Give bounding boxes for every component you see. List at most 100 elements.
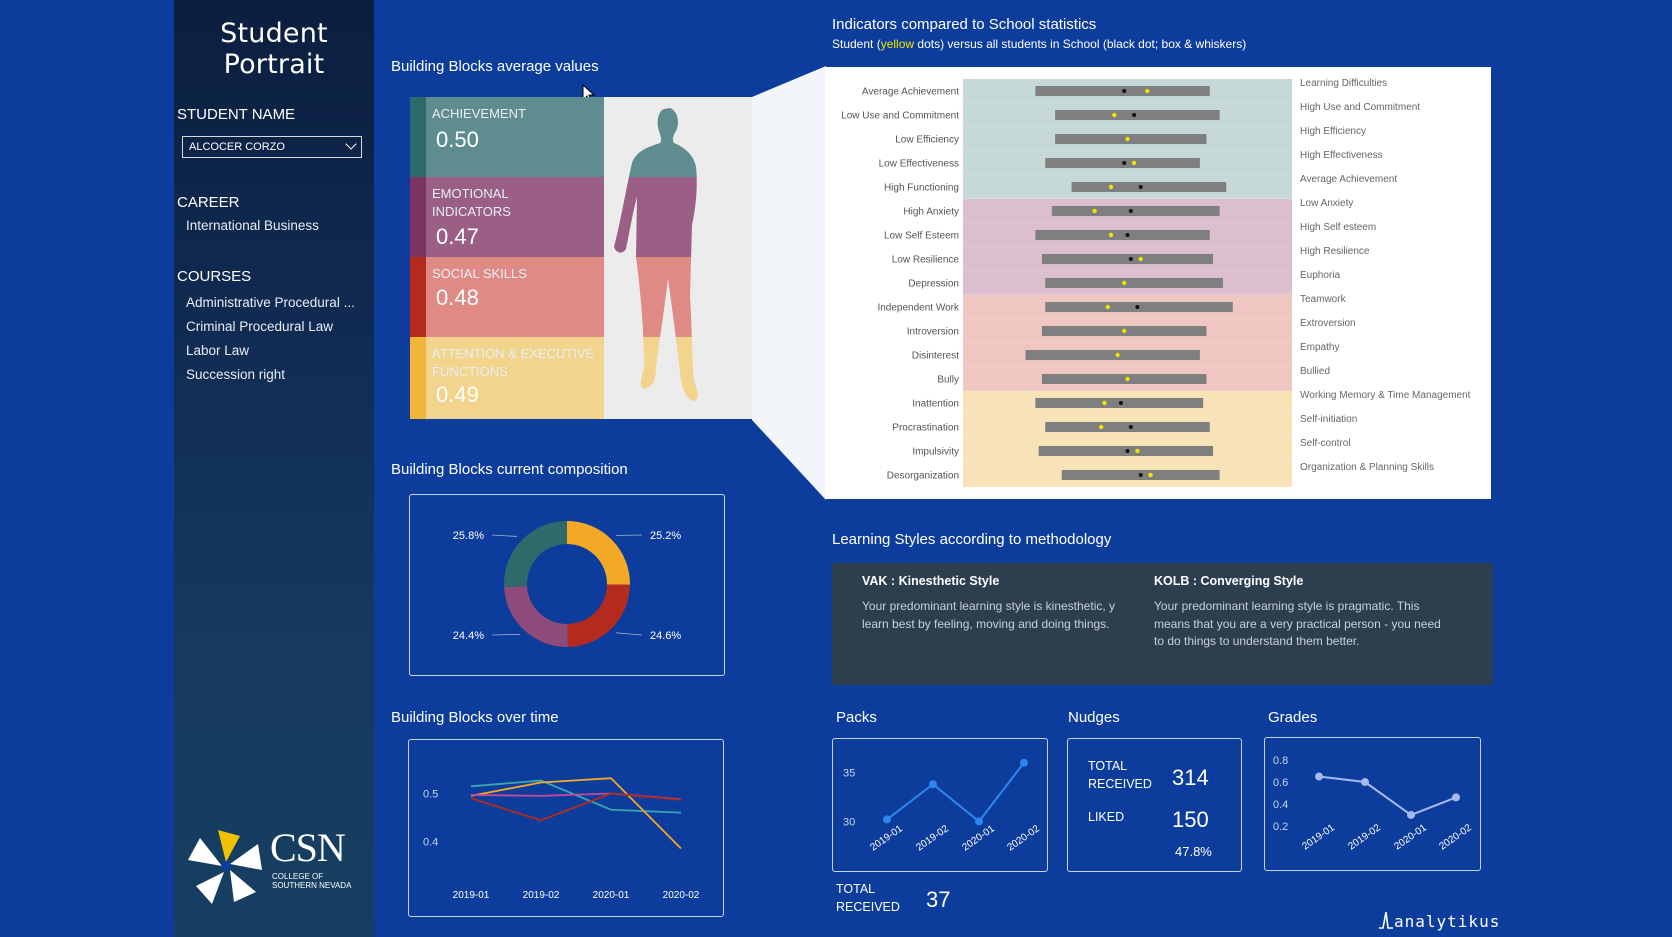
data-point [929, 780, 937, 789]
left-label: Desorganization [887, 471, 959, 482]
course-item[interactable]: Administrative Procedural ... [186, 295, 355, 310]
block-value: 0.50 [436, 127, 479, 152]
student-name-dropdown[interactable]: ALCOCER CORZO [182, 136, 362, 158]
logo-subtext: SOUTHERN NEVADA [272, 881, 352, 890]
packs-total-label: TOTAL RECEIVED [836, 882, 900, 914]
vak-title: VAK : Kinesthetic Style [862, 574, 1000, 588]
y-tick-label: 0.4 [423, 836, 438, 848]
left-label: Inattention [912, 399, 959, 410]
course-item[interactable]: Criminal Procedural Law [186, 319, 334, 334]
over-time-line-chart: 0.5 0.4 2019-01 2019-02 2020-01 2020-02 [423, 777, 700, 901]
block-social-skills[interactable]: SOCIAL SKILLS 0.48 [410, 257, 604, 337]
block-value: 0.48 [436, 285, 479, 310]
x-tick-label: 2020-01 [1392, 822, 1429, 852]
student-dot [1125, 376, 1130, 382]
median-dot [1128, 257, 1133, 261]
x-tick-label: 2020-02 [663, 890, 700, 901]
packs-card: 35 30 2019-01 2019-02 2020-01 2020-02 [832, 738, 1048, 872]
box [1035, 230, 1210, 240]
composition-card: 25.2% 24.6% 24.4% 25.8% [409, 494, 725, 676]
logo-subtext: COLLEGE OF [272, 872, 324, 881]
boxplot-panel: Average Achievement Learning Difficulties… [825, 67, 1491, 499]
learning-title: Learning Styles according to methodology [832, 531, 1112, 548]
data-point [1315, 772, 1323, 781]
donut-slice [567, 584, 630, 647]
csn-flower-icon [188, 830, 262, 904]
packs-line-chart: 35 30 2019-01 2019-02 2020-01 2020-02 [843, 758, 1042, 853]
right-label: Learning Difficulties [1300, 78, 1387, 89]
left-label: Low Effectiveness [879, 159, 959, 170]
median-dot [1132, 113, 1137, 117]
over-time-title: Building Blocks over time [391, 709, 559, 726]
student-silhouette-icon [614, 108, 698, 401]
data-point [1407, 810, 1415, 819]
student-silhouette-panel [604, 97, 752, 419]
student-dot [1122, 280, 1127, 286]
median-dot [1125, 233, 1130, 237]
right-label: Teamwork [1300, 294, 1347, 305]
series-line [886, 762, 1025, 823]
right-label: Bullied [1300, 366, 1330, 377]
composition-donut-chart: 25.2% 24.6% 24.4% 25.8% [453, 521, 681, 647]
student-dot [1098, 424, 1104, 430]
subtitle-text: Student ( [832, 37, 881, 51]
x-tick-label: 2019-01 [453, 890, 490, 901]
course-item[interactable]: Succession right [186, 367, 286, 382]
block-value: 0.49 [436, 382, 479, 407]
slice-label: 25.8% [453, 530, 484, 542]
block-attention-executive[interactable]: ATTENTION & EXECUTIVE FUNCTIONS 0.49 [410, 337, 604, 419]
student-name-label: STUDENT NAME [177, 106, 296, 123]
right-label: High Self esteem [1300, 222, 1376, 233]
vak-text: Your predominant learning style is kines… [862, 599, 1116, 631]
block-stripe [410, 337, 426, 419]
y-tick-label: 0.2 [1273, 821, 1288, 833]
right-label: High Use and Commitment [1300, 102, 1420, 113]
sidebar: Student Portrait STUDENT NAME ALCOCER CO… [174, 0, 374, 937]
block-emotional-indicators[interactable]: EMOTIONAL INDICATORS 0.47 [410, 177, 604, 257]
x-tick-label: 2019-02 [1346, 822, 1383, 852]
boxplot-chart: Average Achievement Learning Difficulties… [841, 78, 1471, 488]
student-dot [1131, 160, 1137, 166]
student-dot [1102, 400, 1107, 406]
block-achievement[interactable]: ACHIEVEMENT 0.50 [410, 97, 604, 177]
right-label: Empathy [1300, 342, 1339, 353]
block-label: SOCIAL SKILLS [432, 266, 527, 281]
right-label: Working Memory & Time Management [1300, 390, 1471, 401]
student-dot [1145, 88, 1150, 94]
subtitle-text: dots) versus all students in School (bla… [914, 37, 1247, 51]
student-dot [1105, 304, 1110, 310]
block-stripe [410, 97, 426, 177]
x-tick-label: 2019-01 [868, 823, 905, 853]
csn-logo: CSN COLLEGE OF SOUTHERN NEVADA [186, 822, 366, 914]
logo-text: CSN [270, 825, 346, 870]
student-dot [1108, 184, 1114, 190]
indicators-title: Indicators compared to School statistics [832, 16, 1097, 33]
connector-wedge [752, 66, 826, 500]
nudges-card: TOTAL RECEIVED 314 LIKED 150 47.8% [1067, 738, 1242, 872]
left-label: Independent Work [877, 303, 960, 314]
student-dot [1112, 112, 1117, 118]
right-label: High Resilience [1300, 246, 1370, 257]
median-dot [1138, 185, 1143, 189]
box [1045, 278, 1223, 288]
median-dot [1138, 473, 1143, 477]
student-dot [1135, 448, 1140, 454]
course-item[interactable]: Labor Law [186, 343, 250, 358]
data-point [1020, 758, 1028, 767]
donut-slice [504, 521, 567, 588]
left-label: Low Self Esteem [884, 231, 959, 242]
left-label: Low Efficiency [895, 135, 959, 146]
block-stripe [410, 257, 426, 337]
slice-label: 25.2% [650, 530, 681, 542]
packs-title: Packs [836, 709, 877, 726]
right-label: Average Achievement [1300, 174, 1397, 185]
brand-text: analytikus [1394, 912, 1501, 931]
courses-label: COURSES [177, 268, 252, 285]
chevron-down-icon[interactable] [345, 138, 357, 150]
data-point [1452, 793, 1460, 802]
median-dot [1135, 305, 1140, 309]
student-dot [1115, 352, 1120, 358]
kolb-text: Your predominant learning style is pragm… [1154, 599, 1441, 648]
series-line [470, 792, 682, 822]
donut-slice [504, 586, 568, 647]
